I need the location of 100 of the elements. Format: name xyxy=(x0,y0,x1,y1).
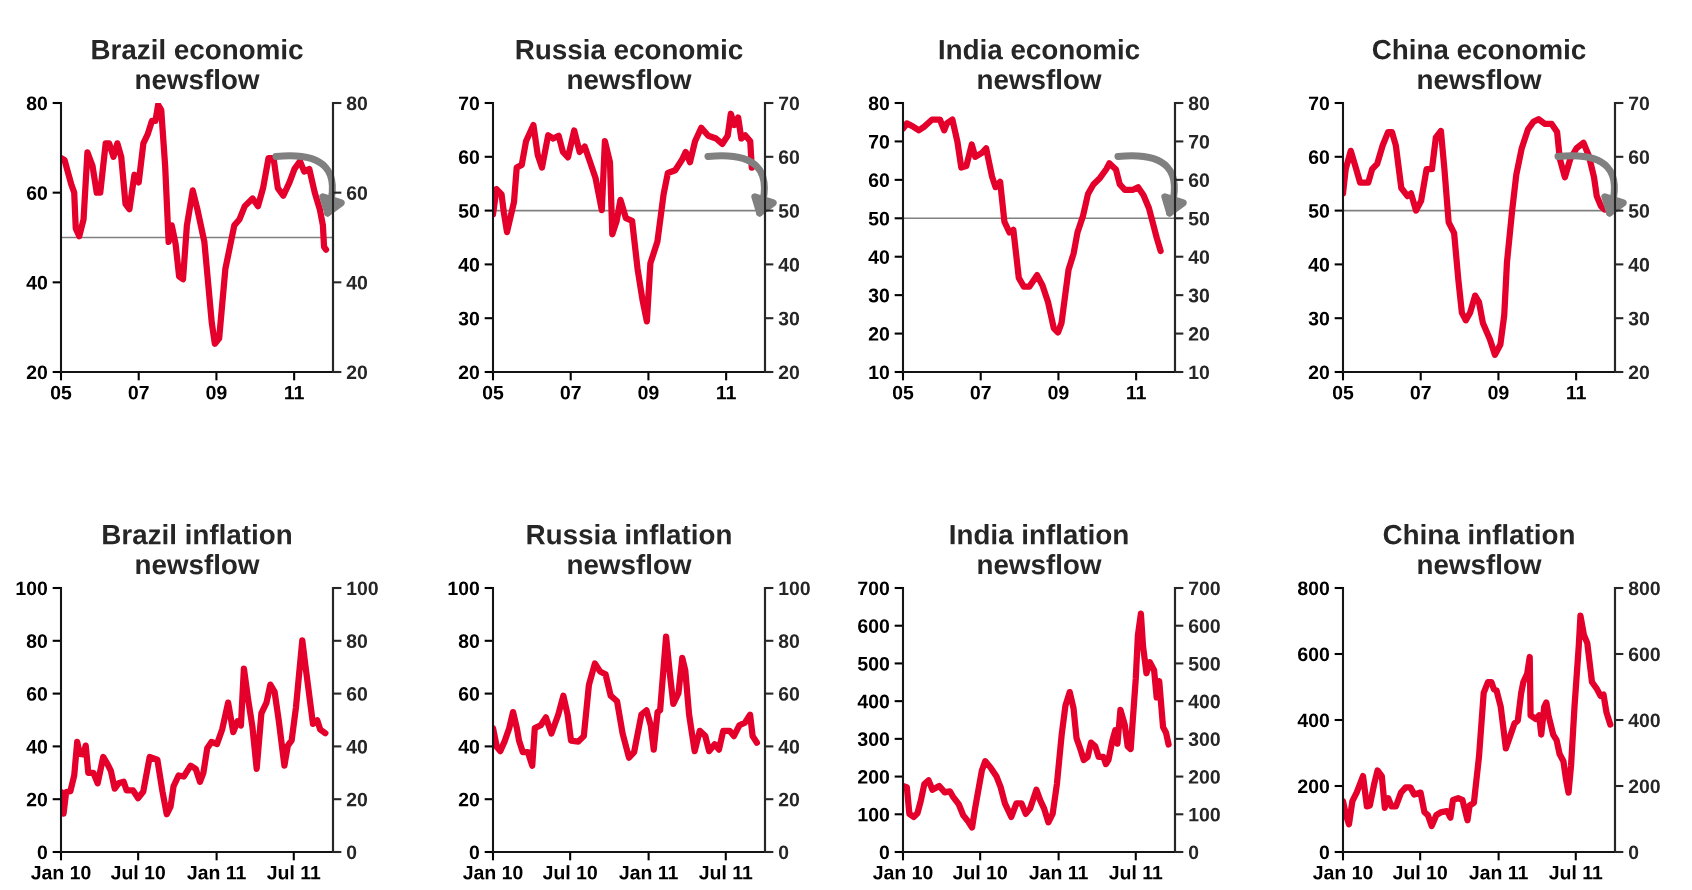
y-tick-label: 20 xyxy=(458,365,480,380)
y-tick-label: 40 xyxy=(458,739,480,754)
y2-tick-label: 40 xyxy=(778,257,800,272)
y2-tick-label: 0 xyxy=(1628,845,1639,860)
x-tick-label: Jan 11 xyxy=(1029,865,1088,880)
y2-tick-label: 40 xyxy=(346,739,368,754)
y-tick-label: 60 xyxy=(26,186,48,200)
y-tick-label: 500 xyxy=(857,656,890,671)
y2-tick-label: 400 xyxy=(1628,713,1660,728)
y-tick-label: 20 xyxy=(868,327,890,341)
y-tick-label: 200 xyxy=(1298,779,1330,794)
y2-tick-label: 80 xyxy=(346,96,368,111)
y-tick-label: 700 xyxy=(858,581,890,596)
x-tick-label: 05 xyxy=(1332,385,1354,400)
y2-tick-label: 70 xyxy=(1629,96,1650,111)
y-tick-label: 800 xyxy=(1297,581,1330,596)
y2-tick-label: 600 xyxy=(1628,647,1660,662)
y2-tick-label: 20 xyxy=(1628,365,1650,380)
y2-tick-label: 40 xyxy=(1188,250,1210,264)
x-tick-label: Jul 10 xyxy=(542,865,597,880)
x-tick-label: Jan 10 xyxy=(1313,865,1373,880)
y-tick-label: 40 xyxy=(26,275,48,290)
y2-tick-label: 300 xyxy=(1188,732,1220,747)
y2-tick-label: 70 xyxy=(779,96,800,111)
y2-tick-label: 400 xyxy=(1188,694,1220,709)
y-tick-label: 70 xyxy=(869,134,890,149)
y-tick-label: 70 xyxy=(1309,96,1330,111)
y2-tick-label: 500 xyxy=(1188,656,1220,671)
x-tick-label: 05 xyxy=(892,385,914,400)
y-tick-label: 80 xyxy=(868,96,890,111)
y2-tick-label: 40 xyxy=(346,275,368,290)
y-tick-label: 100 xyxy=(448,581,480,596)
y-tick-label: 30 xyxy=(868,288,890,303)
y-tick-label: 600 xyxy=(1298,647,1330,662)
y-tick-label: 0 xyxy=(879,845,890,860)
x-tick-label: 09 xyxy=(1488,385,1509,400)
x-tick-label: 07 xyxy=(560,385,581,400)
x-tick-label: 05 xyxy=(50,385,72,400)
y-tick-label: 200 xyxy=(858,770,890,784)
x-tick-label: Jan 10 xyxy=(873,865,933,880)
x-tick-label: Jul 10 xyxy=(952,865,1007,880)
y-tick-label: 30 xyxy=(1308,311,1330,326)
y-tick-label: 40 xyxy=(458,257,480,272)
chart-title: Brazil inflation newsflow xyxy=(103,524,291,575)
y-tick-label: 80 xyxy=(458,634,480,649)
y2-tick-label: 0 xyxy=(346,845,357,860)
y2-tick-label: 60 xyxy=(778,150,800,165)
chart-title: Russia economic newsflow xyxy=(516,39,743,90)
y2-tick-label: 40 xyxy=(778,739,800,754)
y-tick-label: 400 xyxy=(857,694,890,709)
x-tick-label: 05 xyxy=(482,385,504,400)
y2-tick-label: 700 xyxy=(1189,581,1220,596)
x-tick-label: Jan 11 xyxy=(187,865,246,880)
y2-tick-label: 30 xyxy=(1188,288,1210,303)
y-tick-label: 100 xyxy=(858,807,890,822)
x-tick-label: Jul 11 xyxy=(1549,865,1603,880)
x-tick-label: Jul 11 xyxy=(1109,865,1163,880)
y-tick-label: 60 xyxy=(26,687,48,701)
y2-tick-label: 10 xyxy=(1189,365,1210,380)
chart-title: India economic newsflow xyxy=(939,39,1140,90)
y-tick-label: 50 xyxy=(868,211,890,226)
y-tick-label: 80 xyxy=(26,634,48,649)
x-tick-label: Jul 11 xyxy=(267,865,321,880)
y-tick-label: 400 xyxy=(1297,713,1330,728)
y-tick-label: 0 xyxy=(469,845,480,860)
x-tick-label: 09 xyxy=(206,385,227,400)
y2-tick-label: 600 xyxy=(1188,619,1220,633)
chart-title: Brazil economic newsflow xyxy=(92,39,303,90)
x-tick-label: 09 xyxy=(638,385,659,400)
y2-tick-label: 20 xyxy=(346,792,368,807)
y2-tick-label: 60 xyxy=(778,687,800,701)
y-tick-label: 40 xyxy=(26,739,48,754)
y2-tick-label: 60 xyxy=(346,687,368,701)
y2-tick-label: 0 xyxy=(778,845,789,860)
y2-tick-label: 30 xyxy=(1628,311,1650,326)
y-tick-label: 60 xyxy=(1308,150,1330,165)
y-tick-label: 80 xyxy=(26,96,48,111)
y2-tick-label: 60 xyxy=(346,186,368,200)
y2-tick-label: 200 xyxy=(1628,779,1660,794)
x-tick-label: 07 xyxy=(1410,385,1431,400)
y-tick-label: 0 xyxy=(37,845,48,860)
y2-tick-label: 50 xyxy=(1628,204,1650,218)
y2-tick-label: 80 xyxy=(778,634,800,649)
y-tick-label: 70 xyxy=(459,96,480,111)
y-tick-label: 30 xyxy=(458,311,480,326)
x-tick-label: Jan 11 xyxy=(1469,865,1528,880)
y-tick-label: 20 xyxy=(458,792,480,807)
y-tick-label: 60 xyxy=(458,687,480,701)
y2-tick-label: 50 xyxy=(778,204,800,218)
y-tick-label: 20 xyxy=(26,365,48,380)
y-tick-label: 600 xyxy=(858,619,890,633)
x-tick-label: 11 xyxy=(1127,385,1146,400)
y-tick-label: 100 xyxy=(16,581,48,596)
y2-tick-label: 20 xyxy=(1188,327,1210,341)
y-tick-label: 40 xyxy=(1308,257,1330,272)
y-tick-label: 300 xyxy=(857,732,890,747)
x-tick-label: Jan 10 xyxy=(463,865,523,880)
y-tick-label: 50 xyxy=(458,204,480,218)
x-tick-label: 11 xyxy=(285,385,304,400)
y2-tick-label: 80 xyxy=(1188,96,1210,111)
